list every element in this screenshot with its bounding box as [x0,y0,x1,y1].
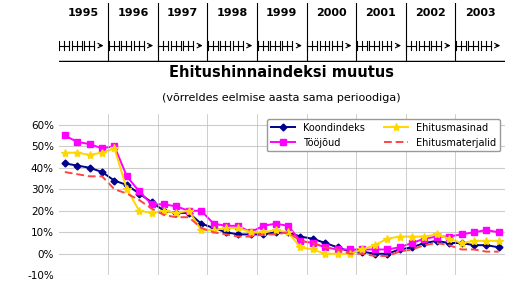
Text: 2000: 2000 [316,8,346,18]
Text: Ehitushinnaindeksi muutus: Ehitushinnaindeksi muutus [169,65,393,80]
Text: 2002: 2002 [414,8,445,18]
Text: 2001: 2001 [365,8,395,18]
Text: 2003: 2003 [464,8,494,18]
Text: 1997: 1997 [166,8,198,18]
Text: (võrreldes eelmise aasta sama perioodiga): (võrreldes eelmise aasta sama perioodiga… [162,93,400,103]
Legend: Koondindeks, Tööjõud, Ehitusmasinad, Ehitusmaterjalid: Koondindeks, Tööjõud, Ehitusmasinad, Ehi… [266,119,499,152]
Text: 1998: 1998 [216,8,247,18]
Text: 1999: 1999 [266,8,297,18]
Text: 1995: 1995 [68,8,99,18]
Text: 1996: 1996 [117,8,149,18]
